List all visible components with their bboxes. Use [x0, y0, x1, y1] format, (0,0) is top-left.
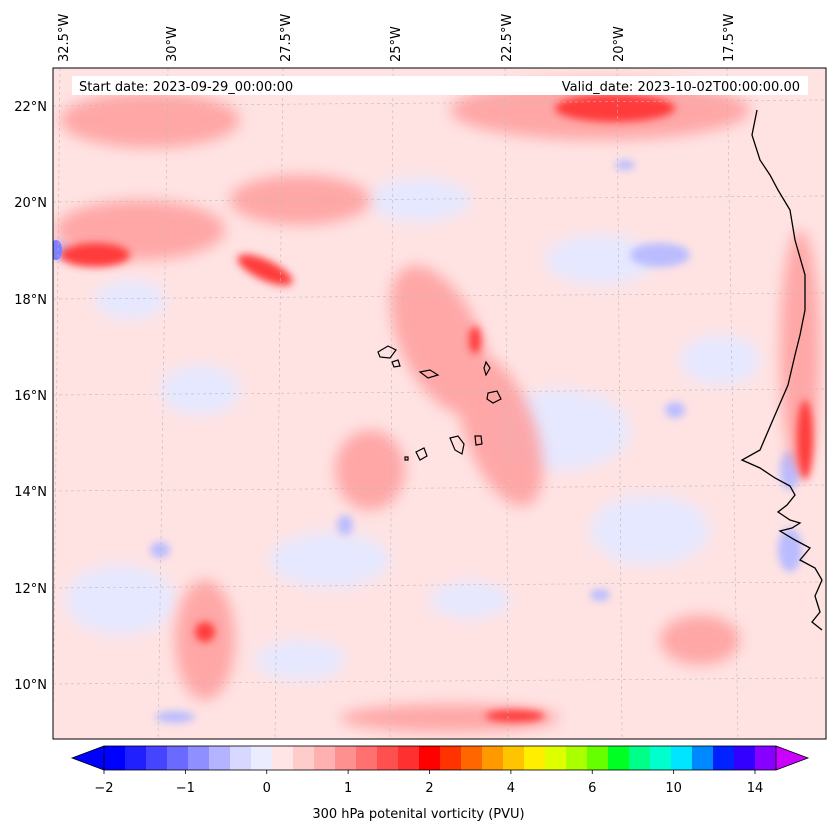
colorbar-cell	[125, 746, 147, 770]
colorbar-cell	[272, 746, 294, 770]
colorbar-tick-label: 1	[344, 781, 352, 796]
lat-tick: 12°N	[14, 582, 47, 597]
colorbar-cell	[356, 746, 378, 770]
colorbar-cell	[503, 746, 525, 770]
colorbar-cell	[314, 746, 336, 770]
colorbar-cell	[377, 746, 399, 770]
lon-tick: 22.5°W	[500, 14, 515, 62]
colorbar-cell	[461, 746, 483, 770]
longitude-ticks: 32.5°W 30°W 27.5°W 25°W 22.5°W 20°W 17.5…	[57, 14, 737, 62]
colorbar-cell	[692, 746, 714, 770]
header-box	[72, 76, 808, 95]
colorbar-tick-label: 6	[588, 781, 596, 796]
lon-tick: 30°W	[165, 26, 180, 62]
colorbar-cell	[104, 746, 126, 770]
colorbar-cell	[650, 746, 672, 770]
colorbar-cell	[671, 746, 693, 770]
colorbar-cell	[209, 746, 231, 770]
lat-tick: 14°N	[14, 485, 47, 500]
lon-tick: 17.5°W	[722, 14, 737, 62]
colorbar-tick-label: 0	[263, 781, 271, 796]
cape-verde-islands	[377, 345, 502, 461]
lon-tick: 25°W	[389, 26, 404, 62]
lat-tick: 16°N	[14, 389, 47, 404]
colorbar-cell	[587, 746, 609, 770]
colorbar-cell	[482, 746, 504, 770]
colorbar-tick-label: 10	[665, 781, 682, 796]
colorbar-tick-label: 4	[507, 781, 515, 796]
colorbar-tick-label: −1	[176, 781, 195, 796]
africa-coastline	[740, 109, 823, 631]
colorbar-under-arrow	[72, 746, 104, 770]
colorbar-cell	[566, 746, 588, 770]
colorbar-cell	[419, 746, 441, 770]
colorbar-over-arrow	[776, 746, 808, 770]
start-date: Start date: 2023-09-29_00:00:00	[79, 80, 293, 95]
colorbar-cell	[734, 746, 756, 770]
colorbar-cell	[524, 746, 546, 770]
colorbar-cell	[293, 746, 315, 770]
valid-date: Valid_date: 2023-10-02T00:00:00.00	[562, 80, 800, 95]
lat-tick: 20°N	[14, 196, 47, 211]
colorbar-tick-label: 2	[425, 781, 433, 796]
latitude-ticks: 22°N 20°N 18°N 16°N 14°N 12°N 10°N	[14, 100, 47, 693]
colorbar-cell	[440, 746, 462, 770]
colorbar-tick-label: 14	[747, 781, 764, 796]
colorbar-cell	[608, 746, 630, 770]
colorbar-cell	[188, 746, 210, 770]
colorbar-cell	[629, 746, 651, 770]
colorbar-cell	[167, 746, 189, 770]
colorbar-cell	[230, 746, 252, 770]
lat-tick: 10°N	[14, 678, 47, 693]
colorbar-cell	[335, 746, 357, 770]
colorbar-tick-label: −2	[94, 781, 113, 796]
lon-tick: 27.5°W	[279, 14, 294, 62]
colorbar: −2 −1 0 1 2 4 6 10 14	[70, 745, 810, 796]
lon-tick: 32.5°W	[57, 14, 72, 62]
colorbar-label: 300 hPa potenital vorticity (PVU)	[312, 807, 525, 822]
colorbar-cell	[146, 746, 168, 770]
lat-tick: 22°N	[14, 100, 47, 115]
map-frame	[52, 67, 827, 740]
lon-tick: 20°W	[612, 26, 627, 62]
colorbar-cell	[251, 746, 273, 770]
colorbar-cell	[713, 746, 735, 770]
colorbar-cell	[755, 746, 777, 770]
colorbar-cell	[398, 746, 420, 770]
lat-tick: 18°N	[14, 293, 47, 308]
potential-vorticity-field	[53, 68, 826, 739]
colorbar-cell	[545, 746, 567, 770]
